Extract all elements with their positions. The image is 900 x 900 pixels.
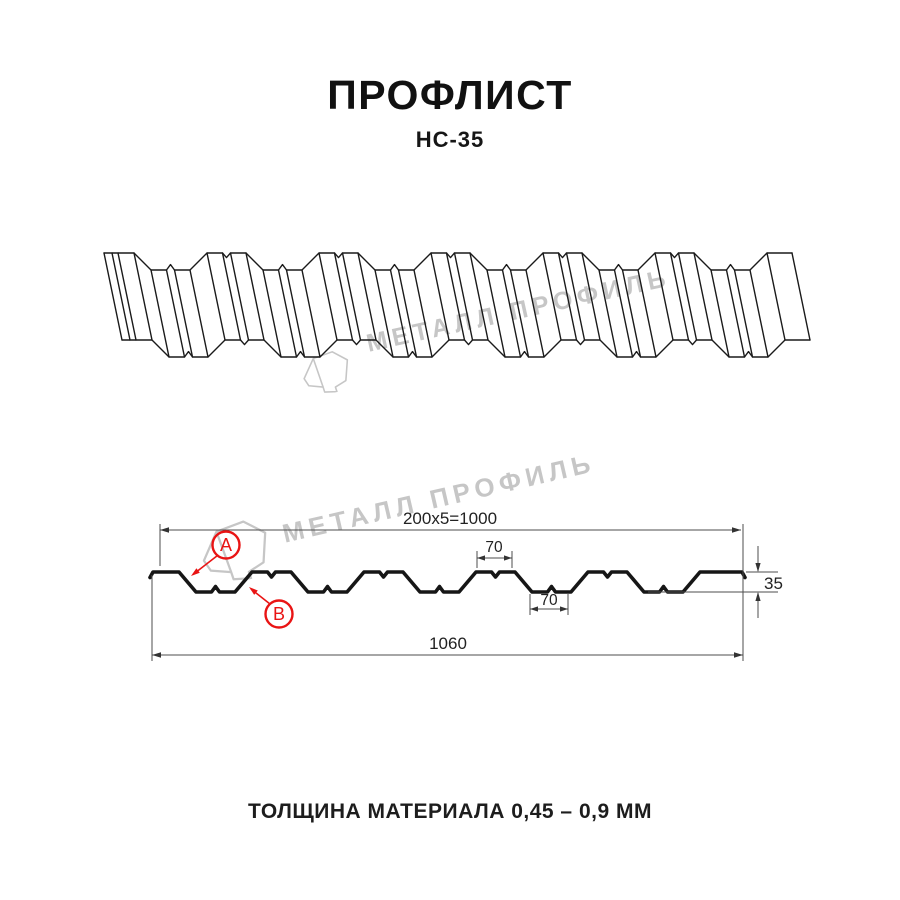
callout-a-label: A xyxy=(220,535,232,555)
dimension-valley-width: 70 xyxy=(529,592,569,615)
dimension-total-width: 1060 xyxy=(151,575,743,661)
callout-a: A xyxy=(191,530,241,576)
dimension-crest-width: 70 xyxy=(476,539,513,568)
callout-b-label: B xyxy=(273,604,285,624)
cross-section-profile xyxy=(148,570,747,594)
thickness-note: ТОЛЩИНА МАТЕРИАЛА 0,45 – 0,9 ММ xyxy=(248,800,652,823)
dim-label-top-width: 200x5=1000 xyxy=(403,509,497,528)
metall-profil-logo-icon xyxy=(202,520,267,581)
callout-b: B xyxy=(249,587,294,629)
page-title: ПРОФЛИСТ xyxy=(327,72,573,118)
dim-label-valley-width: 70 xyxy=(540,592,558,609)
dim-label-total-width: 1060 xyxy=(429,634,467,653)
dim-label-crest-width: 70 xyxy=(485,539,503,556)
dim-label-height: 35 xyxy=(764,574,783,593)
dimension-height: 35 xyxy=(648,546,783,618)
product-code: НС-35 xyxy=(415,127,485,152)
sheet-3d-drawing xyxy=(103,252,811,358)
metall-profil-logo-icon xyxy=(303,351,349,393)
